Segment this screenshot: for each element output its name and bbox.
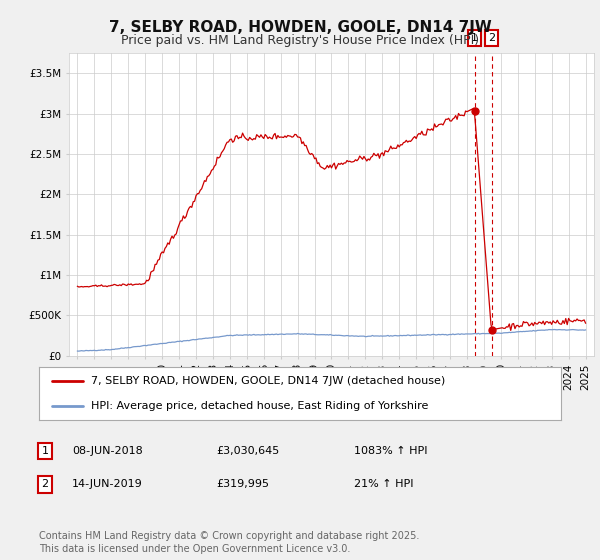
Text: 1: 1 bbox=[471, 33, 478, 43]
Text: £319,995: £319,995 bbox=[216, 479, 269, 489]
Text: Contains HM Land Registry data © Crown copyright and database right 2025.
This d: Contains HM Land Registry data © Crown c… bbox=[39, 531, 419, 554]
Text: 21% ↑ HPI: 21% ↑ HPI bbox=[354, 479, 413, 489]
Text: £3,030,645: £3,030,645 bbox=[216, 446, 279, 456]
Text: 7, SELBY ROAD, HOWDEN, GOOLE, DN14 7JW (detached house): 7, SELBY ROAD, HOWDEN, GOOLE, DN14 7JW (… bbox=[91, 376, 445, 386]
Text: 08-JUN-2018: 08-JUN-2018 bbox=[72, 446, 143, 456]
Text: 1: 1 bbox=[41, 446, 49, 456]
Text: 2: 2 bbox=[41, 479, 49, 489]
Text: HPI: Average price, detached house, East Riding of Yorkshire: HPI: Average price, detached house, East… bbox=[91, 400, 428, 410]
Text: Price paid vs. HM Land Registry's House Price Index (HPI): Price paid vs. HM Land Registry's House … bbox=[121, 34, 479, 46]
Text: 1083% ↑ HPI: 1083% ↑ HPI bbox=[354, 446, 427, 456]
Text: 14-JUN-2019: 14-JUN-2019 bbox=[72, 479, 143, 489]
Text: 7, SELBY ROAD, HOWDEN, GOOLE, DN14 7JW: 7, SELBY ROAD, HOWDEN, GOOLE, DN14 7JW bbox=[109, 20, 491, 35]
Text: 2: 2 bbox=[488, 33, 495, 43]
